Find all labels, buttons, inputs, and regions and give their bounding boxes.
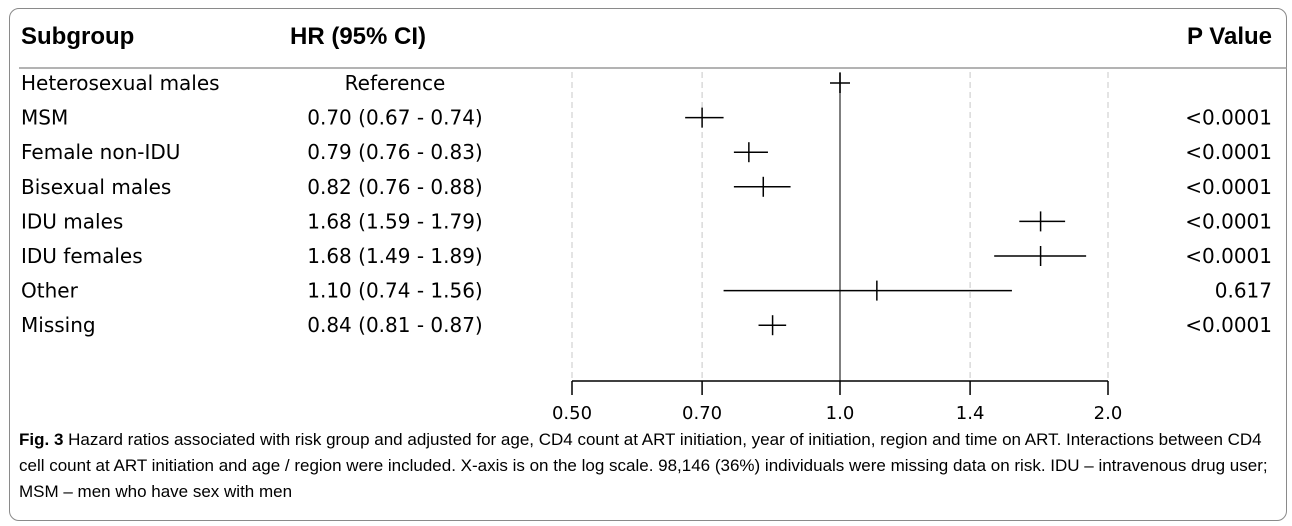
row-subgroup: Other bbox=[21, 279, 79, 303]
row-subgroup: IDU males bbox=[21, 209, 123, 233]
row-hr-ci: 0.79 (0.76 - 0.83) bbox=[307, 140, 483, 164]
row-subgroup: Bisexual males bbox=[21, 175, 171, 199]
table-row: MSM 0.70 (0.67 - 0.74) <0.0001 bbox=[21, 106, 1272, 130]
row-p-value: 0.617 bbox=[1215, 279, 1272, 303]
row-hr-ci: 1.68 (1.59 - 1.79) bbox=[307, 209, 483, 233]
row-subgroup: Missing bbox=[21, 313, 96, 337]
row-subgroup: MSM bbox=[21, 106, 68, 130]
forest-plot: Subgroup HR (95% CI) P Value Heterosexua… bbox=[19, 23, 1287, 420]
row-p-value: <0.0001 bbox=[1185, 175, 1272, 199]
figure-caption: Fig. 3 Hazard ratios associated with ris… bbox=[19, 427, 1281, 505]
x-tick-label: 1.0 bbox=[826, 403, 855, 420]
row-p-value: <0.0001 bbox=[1185, 209, 1272, 233]
x-tick-label: 1.4 bbox=[956, 403, 985, 420]
row-p-value: <0.0001 bbox=[1185, 244, 1272, 268]
row-hr-ci: 0.84 (0.81 - 0.87) bbox=[307, 313, 483, 337]
caption-label: Fig. 3 bbox=[19, 430, 64, 449]
row-p-value: <0.0001 bbox=[1185, 106, 1272, 130]
table-row: Heterosexual males Reference bbox=[21, 71, 850, 95]
row-p-value: <0.0001 bbox=[1185, 313, 1272, 337]
row-hr-ci: 0.70 (0.67 - 0.74) bbox=[307, 106, 483, 130]
row-hr-ci: 0.82 (0.76 - 0.88) bbox=[307, 175, 483, 199]
table-row: Missing 0.84 (0.81 - 0.87) <0.0001 bbox=[21, 313, 1272, 337]
x-tick-label: 2.0 bbox=[1094, 403, 1123, 420]
x-tick-label: 0.50 bbox=[552, 403, 592, 420]
row-hr-ci: Reference bbox=[345, 71, 446, 95]
table-row: Bisexual males 0.82 (0.76 - 0.88) <0.0001 bbox=[21, 175, 1272, 199]
table-row: IDU females 1.68 (1.49 - 1.89) <0.0001 bbox=[21, 244, 1272, 268]
figure-frame bbox=[9, 8, 1287, 521]
caption-text: Hazard ratios associated with risk group… bbox=[19, 430, 1268, 501]
header-hr: HR (95% CI) bbox=[290, 23, 426, 50]
header-subgroup: Subgroup bbox=[21, 23, 134, 50]
row-subgroup: IDU females bbox=[21, 244, 143, 268]
header-p-value: P Value bbox=[1187, 23, 1272, 50]
row-p-value: <0.0001 bbox=[1185, 140, 1272, 164]
table-row: Female non-IDU 0.79 (0.76 - 0.83) <0.0001 bbox=[21, 140, 1272, 164]
row-hr-ci: 1.10 (0.74 - 1.56) bbox=[307, 279, 483, 303]
table-row: Other 1.10 (0.74 - 1.56) 0.617 bbox=[21, 279, 1272, 303]
row-subgroup: Female non-IDU bbox=[21, 140, 180, 164]
row-hr-ci: 1.68 (1.49 - 1.89) bbox=[307, 244, 483, 268]
x-tick-label: 0.70 bbox=[682, 403, 722, 420]
row-subgroup: Heterosexual males bbox=[21, 71, 220, 95]
table-row: IDU males 1.68 (1.59 - 1.79) <0.0001 bbox=[21, 209, 1272, 233]
